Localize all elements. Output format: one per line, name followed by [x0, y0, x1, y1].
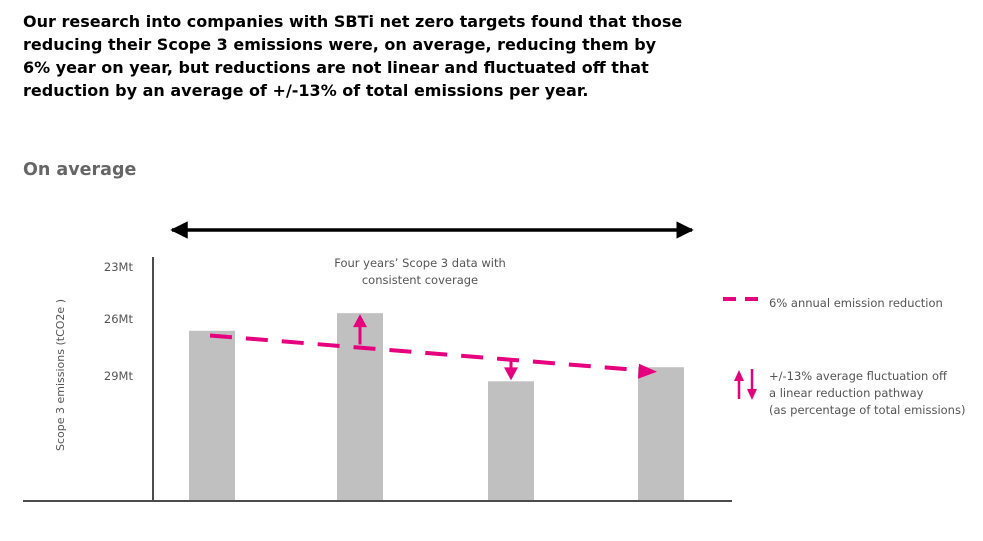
headline: Our research into companies with SBTi ne… — [23, 10, 683, 102]
headline-line: Our research into companies with SBTi ne… — [23, 12, 683, 31]
y-tick-label: 26Mt — [104, 312, 134, 326]
span-label-line: consistent coverage — [362, 273, 478, 287]
legend-label-fluctuation: +/-13% average fluctuation off — [769, 369, 948, 383]
bar — [189, 330, 235, 500]
legend: 6% annual emission reduction +/-13% aver… — [723, 296, 965, 417]
chart-subtitle: On average — [23, 160, 137, 180]
legend-label-fluctuation: a linear reduction pathway — [769, 386, 924, 400]
bar — [488, 381, 534, 500]
y-tick-label: 23Mt — [104, 260, 134, 274]
fluctuation-arrow-down-icon — [504, 361, 518, 381]
bar — [638, 367, 684, 500]
y-axis-label: Scope 3 emissions (tCO2e ) — [54, 299, 67, 451]
legend-label-fluctuation: (as percentage of total emissions) — [769, 403, 965, 417]
headline-line: reducing their Scope 3 emissions were, o… — [23, 35, 657, 54]
legend-label-reduction: 6% annual emission reduction — [769, 296, 943, 310]
trend-line — [209, 333, 648, 373]
headline-line: reduction by an average of +/-13% of tot… — [23, 81, 589, 100]
trend-arrowhead-icon — [638, 363, 657, 379]
y-tick-label: 29Mt — [104, 369, 134, 383]
legend-up-down-arrows-icon — [734, 369, 757, 400]
fluctuation-arrow-up-icon — [353, 314, 367, 345]
span-label-line: Four years’ Scope 3 data with — [334, 256, 506, 270]
headline-line: 6% year on year, but reductions are not … — [23, 58, 649, 77]
